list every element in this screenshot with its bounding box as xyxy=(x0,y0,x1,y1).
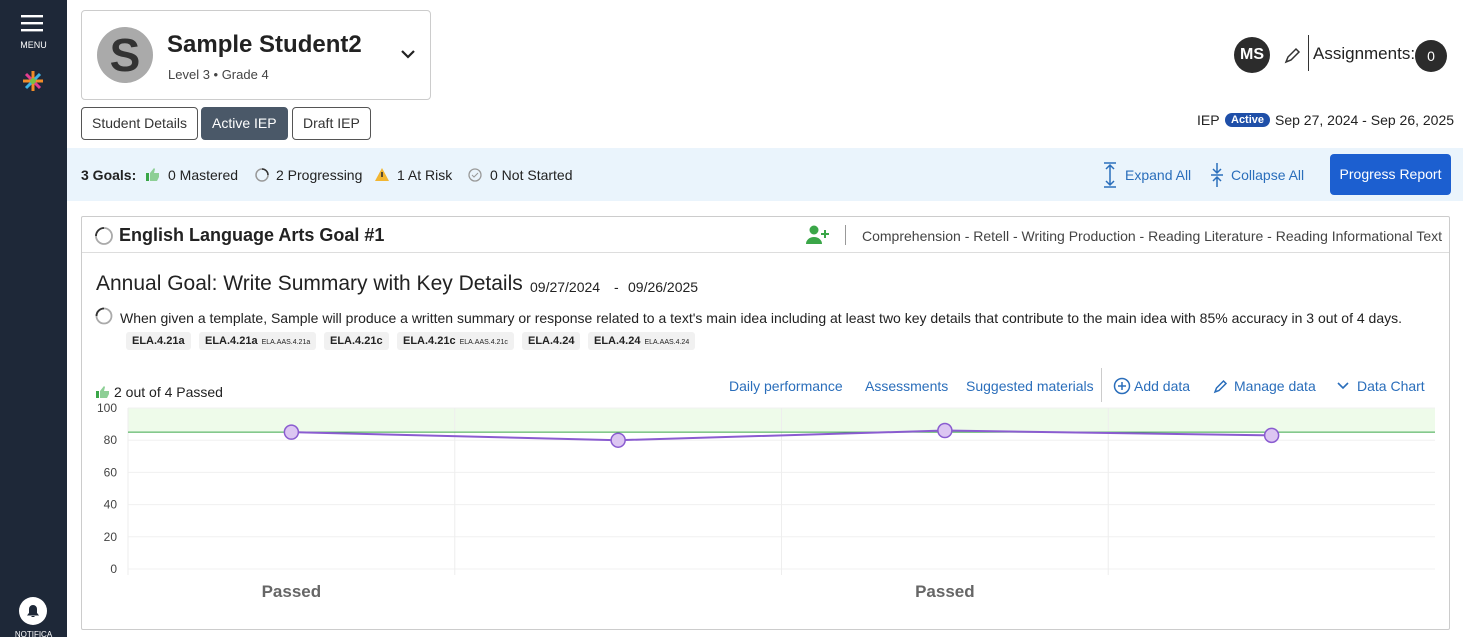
mastered-icon xyxy=(146,168,159,181)
collapse-icon[interactable] xyxy=(1210,161,1224,189)
y-tick-label: 0 xyxy=(110,562,117,576)
standard-code: ELA.4.21c xyxy=(403,335,456,347)
iep-dates: Sep 27, 2024 - Sep 26, 2025 xyxy=(1275,112,1455,128)
sidebar: MENU NOTIFICA xyxy=(0,0,67,639)
tab[interactable]: Draft IEP xyxy=(292,107,371,140)
student-level: Level 3 • Grade 4 xyxy=(168,67,269,82)
date-separator: - xyxy=(614,279,619,295)
divider xyxy=(82,252,1449,253)
not-started: 0 Not Started xyxy=(490,167,573,183)
data-line xyxy=(291,429,1272,442)
assessments[interactable]: Assessments xyxy=(865,378,949,394)
goal-title[interactable]: English Language Arts Goal #1 xyxy=(119,225,385,245)
data-point xyxy=(283,424,300,440)
add-icon[interactable] xyxy=(1113,377,1131,395)
y-tick-label: 40 xyxy=(104,498,118,512)
x-category-label: Passed xyxy=(262,582,322,601)
add-data[interactable]: Add data xyxy=(1134,378,1191,394)
student-name: Sample Student2 xyxy=(167,31,362,58)
progressing-icon xyxy=(255,168,269,182)
standard-sub: ELA.AAS.4.21a xyxy=(261,339,311,346)
goal-start: 09/27/2024 xyxy=(530,279,601,295)
goal-tags: Comprehension - Retell - Writing Product… xyxy=(862,228,1442,244)
standard-chip: ELA.4.21a xyxy=(126,332,191,350)
goal-end: 09/26/2025 xyxy=(628,279,699,295)
data-point xyxy=(937,422,953,439)
menu-label[interactable]: MENU xyxy=(20,40,47,50)
user-avatar[interactable]: MS xyxy=(1234,37,1270,73)
standard-sub: ELA.AAS.4.24 xyxy=(644,339,690,346)
divider xyxy=(1101,368,1102,402)
daily-performance[interactable]: Daily performance xyxy=(729,378,843,394)
iep-status: Active xyxy=(1225,113,1271,127)
goal-description: When given a template, Sample will produ… xyxy=(120,310,1403,326)
y-tick-label: 20 xyxy=(104,530,118,544)
standard-chip: ELA.4.24 xyxy=(522,332,581,350)
divider xyxy=(845,225,846,245)
mastered: 0 Mastered xyxy=(168,167,239,183)
data-chart[interactable]: Data Chart xyxy=(1357,378,1425,394)
standard-chip: ELA.4.24 ELA.AAS.4.24 xyxy=(588,332,696,350)
standard-chip: ELA.4.21c xyxy=(324,332,389,350)
tab-active[interactable]: Active IEP xyxy=(201,107,288,140)
passed-summary: 2 out of 4 Passed xyxy=(114,384,223,400)
at-risk-icon xyxy=(375,168,389,181)
y-tick-label: 100 xyxy=(97,401,117,415)
not-started-icon xyxy=(468,168,482,182)
progressing: 2 Progressing xyxy=(276,167,363,183)
progress-report-button[interactable]: Progress Report xyxy=(1330,154,1451,195)
standard-code: ELA.4.24 xyxy=(594,335,641,347)
standard-code: ELA.4.21c xyxy=(330,335,383,347)
manage-icon[interactable] xyxy=(1213,378,1229,394)
y-tick-label: 60 xyxy=(104,465,118,479)
standard-code: ELA.4.21a xyxy=(132,335,185,347)
collapse-all[interactable]: Collapse All xyxy=(1231,167,1305,183)
notification-label[interactable]: NOTIFICA xyxy=(14,630,53,639)
iep-label: IEP xyxy=(1197,112,1220,128)
assign-icon[interactable] xyxy=(805,224,831,246)
dropdown-icon[interactable] xyxy=(400,49,416,61)
data-point xyxy=(1263,427,1280,444)
logo[interactable] xyxy=(21,69,45,93)
assignments-label: Assignments: xyxy=(1313,44,1416,63)
avatar: S xyxy=(97,27,153,83)
standard-chip: ELA.4.21c ELA.AAS.4.21c xyxy=(397,332,514,350)
summary-bar: 3 Goals: 0 Mastered 2 Progressing 1 At R… xyxy=(67,148,1463,201)
student-card[interactable]: S Sample Student2 Level 3 • Grade 4 xyxy=(81,10,431,100)
goal-count: 3 Goals: xyxy=(81,167,137,183)
manage-data[interactable]: Manage data xyxy=(1234,378,1316,394)
edit-icon[interactable] xyxy=(1283,47,1301,65)
standard-code: ELA.4.24 xyxy=(528,335,575,347)
notification-icon[interactable] xyxy=(19,597,47,625)
assignments-count[interactable]: 0 xyxy=(1415,40,1447,72)
standard-sub: ELA.AAS.4.21c xyxy=(459,339,508,346)
suggested-materials[interactable]: Suggested materials xyxy=(966,378,1094,394)
expand-icon[interactable] xyxy=(1103,161,1117,189)
standard-chip: ELA.4.21a ELA.AAS.4.21a xyxy=(199,332,317,350)
menu-icon[interactable] xyxy=(21,14,45,34)
expand-all[interactable]: Expand All xyxy=(1125,167,1192,183)
standard-code: ELA.4.21a xyxy=(205,335,258,347)
chevron-icon[interactable] xyxy=(1336,381,1350,391)
annual-goal: Annual Goal: Write Summary with Key Deta… xyxy=(96,272,523,295)
progress-icon xyxy=(95,307,113,325)
tab[interactable]: Student Details xyxy=(81,107,198,140)
divider xyxy=(1308,35,1309,71)
data-point xyxy=(610,432,626,448)
progress-icon xyxy=(95,227,113,245)
y-tick-label: 80 xyxy=(104,433,118,447)
passed-icon xyxy=(96,386,109,398)
x-category-label: Passed xyxy=(915,582,975,601)
at-risk: 1 At Risk xyxy=(397,167,453,183)
